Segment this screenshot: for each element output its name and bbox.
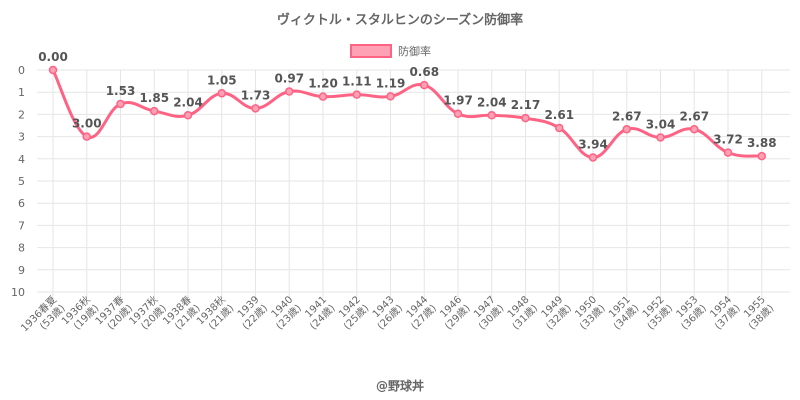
data-point[interactable] bbox=[555, 123, 564, 133]
x-tick-label: 1938秋(21歳) bbox=[194, 293, 237, 332]
y-axis-ticks: 0 1 2 3 4 5 6 7 8 9 10 bbox=[11, 64, 25, 299]
data-point[interactable] bbox=[453, 109, 463, 118]
data-point[interactable] bbox=[150, 106, 159, 116]
data-point[interactable] bbox=[487, 111, 496, 120]
x-tick-label: 1954(37歳) bbox=[708, 294, 742, 332]
x-tick-label: 1941(24歳) bbox=[303, 294, 337, 332]
data-point[interactable] bbox=[656, 133, 665, 142]
data-label: 2.17 bbox=[511, 98, 541, 112]
data-label: 2.04 bbox=[477, 95, 507, 109]
x-tick-label: 1943(26歳) bbox=[371, 294, 405, 332]
x-tick-label: 1946(29歳) bbox=[438, 294, 472, 332]
x-tick-label: 1953(36歳) bbox=[675, 294, 709, 332]
x-tick-label: 1947(30歳) bbox=[472, 294, 506, 332]
y-tick-label: 3 bbox=[18, 131, 25, 144]
data-label: 1.85 bbox=[139, 91, 169, 105]
data-label: 0.00 bbox=[38, 50, 68, 64]
data-point[interactable] bbox=[757, 151, 766, 161]
gridlines bbox=[37, 69, 790, 298]
y-tick-label: 5 bbox=[18, 175, 25, 188]
y-tick-label: 2 bbox=[18, 108, 25, 121]
x-axis-ticks: 1936春夏(53歳)1936秋(19歳)1937春(20歳)1937秋(20歳… bbox=[18, 293, 776, 334]
data-points[interactable] bbox=[48, 65, 766, 162]
data-point[interactable] bbox=[386, 92, 395, 101]
legend[interactable]: 防御率 bbox=[350, 44, 431, 58]
data-label: 2.67 bbox=[612, 109, 642, 123]
data-point[interactable] bbox=[622, 125, 631, 134]
x-tick-label: 1938春(21歳) bbox=[161, 294, 203, 333]
data-labels: 0.00 3.00 1.531.85 2.04 1.05 1.730.97 1.20 1.11… bbox=[38, 50, 776, 151]
footer-credit: @野球丼 bbox=[376, 378, 424, 393]
x-tick-label: 1950(33歳) bbox=[573, 294, 607, 332]
data-label: 2.04 bbox=[173, 95, 203, 109]
data-label: 1.97 bbox=[443, 94, 473, 108]
legend-swatch bbox=[350, 44, 392, 58]
data-label: 1.20 bbox=[308, 77, 338, 91]
data-label: 1.19 bbox=[376, 76, 406, 90]
x-tick-label: 1955(38歳) bbox=[742, 294, 776, 332]
x-tick-label: 1948(31歳) bbox=[506, 294, 540, 332]
data-point[interactable] bbox=[82, 132, 91, 141]
data-label: 3.94 bbox=[578, 137, 608, 151]
y-tick-label: 9 bbox=[18, 264, 25, 277]
data-label: 2.67 bbox=[679, 109, 709, 123]
data-point[interactable] bbox=[521, 113, 530, 123]
y-tick-label: 1 bbox=[18, 86, 25, 99]
data-label: 3.00 bbox=[72, 117, 102, 131]
data-point[interactable] bbox=[251, 104, 260, 113]
data-point[interactable] bbox=[285, 87, 294, 96]
legend-label: 防御率 bbox=[398, 44, 431, 58]
data-label: 3.88 bbox=[747, 136, 777, 150]
y-tick-label: 7 bbox=[18, 219, 25, 232]
data-label: 1.53 bbox=[106, 84, 136, 98]
data-point[interactable] bbox=[48, 65, 58, 75]
data-point[interactable] bbox=[183, 111, 193, 120]
data-label: 1.05 bbox=[207, 73, 237, 87]
data-label: 3.04 bbox=[646, 117, 676, 131]
data-label: 1.73 bbox=[241, 88, 271, 102]
x-tick-label: 1949(32歳) bbox=[540, 294, 574, 332]
data-label: 1.11 bbox=[342, 75, 372, 89]
data-label: 0.97 bbox=[274, 72, 304, 86]
data-point[interactable] bbox=[723, 148, 733, 157]
data-label: 3.72 bbox=[713, 133, 743, 147]
x-tick-label: 1952(35歳) bbox=[641, 294, 675, 332]
data-point[interactable] bbox=[420, 80, 429, 90]
x-tick-label: 1944(27歳) bbox=[405, 294, 439, 332]
x-tick-label: 1936秋(19歳) bbox=[59, 293, 102, 332]
x-tick-label: 1937秋(20歳) bbox=[126, 293, 169, 332]
data-label: 2.61 bbox=[544, 108, 574, 122]
data-point[interactable] bbox=[588, 153, 598, 162]
data-point[interactable] bbox=[352, 90, 361, 99]
data-point[interactable] bbox=[690, 125, 699, 134]
data-label: 0.68 bbox=[409, 65, 439, 79]
data-point[interactable] bbox=[217, 89, 226, 98]
y-tick-label: 0 bbox=[18, 64, 25, 77]
x-tick-label: 1951(34歳) bbox=[607, 294, 641, 332]
y-tick-label: 10 bbox=[11, 286, 25, 299]
y-tick-label: 4 bbox=[18, 153, 25, 166]
data-point[interactable] bbox=[318, 92, 328, 101]
series-line bbox=[51, 69, 762, 159]
x-tick-label: 1940(23歳) bbox=[270, 294, 304, 332]
y-tick-label: 8 bbox=[18, 242, 25, 255]
x-tick-label: 1942(25歳) bbox=[337, 294, 371, 332]
data-point[interactable] bbox=[116, 99, 125, 109]
x-tick-label: 1937春(20歳) bbox=[93, 294, 135, 333]
chart-title: ヴィクトル・スタルヒンのシーズン防御率 bbox=[277, 12, 523, 28]
x-tick-label: 1939(22歳) bbox=[236, 294, 270, 332]
y-tick-label: 6 bbox=[18, 197, 25, 210]
